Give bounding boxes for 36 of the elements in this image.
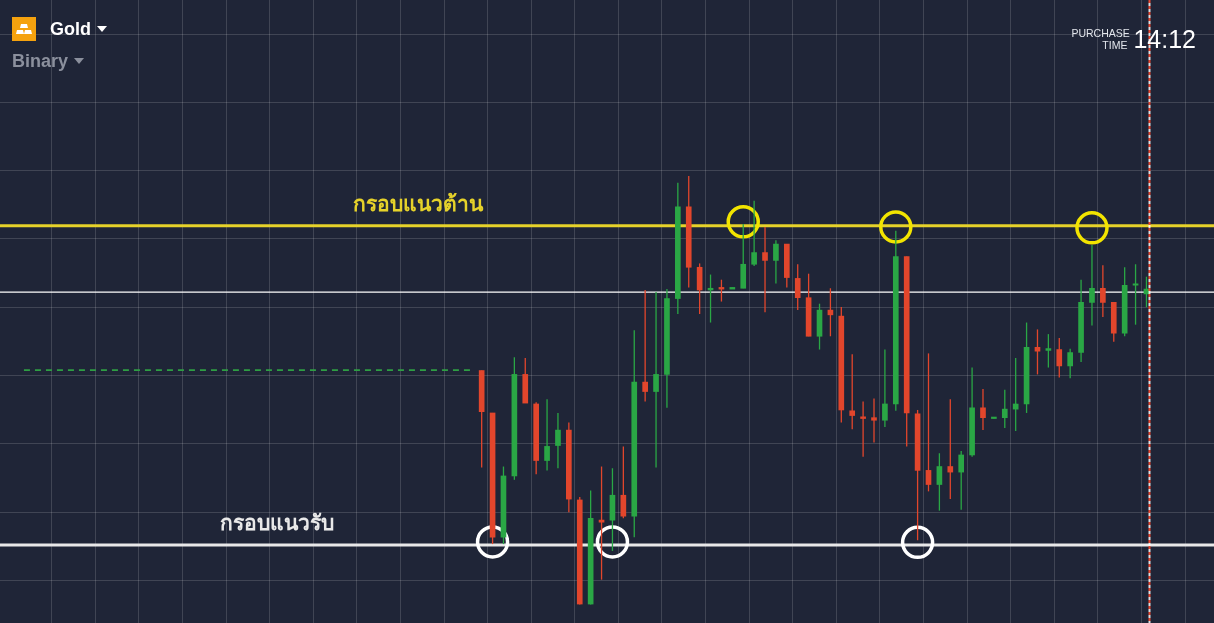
- candlestick: [642, 289, 648, 403]
- chart-subtitle: Binary: [12, 50, 69, 72]
- point: [900, 525, 935, 560]
- candlestick: [849, 353, 856, 430]
- candlestick: [1001, 389, 1008, 429]
- candlestick: [980, 388, 986, 431]
- candlestick: [871, 397, 877, 444]
- point: [1075, 211, 1109, 245]
- candlestick: [762, 226, 768, 313]
- candlestick: [1132, 263, 1139, 326]
- candlestick: [1056, 337, 1063, 379]
- ref-line-label: กรอบแนวต้าน: [352, 191, 484, 216]
- candlestick: [544, 398, 550, 472]
- candlestick: [598, 465, 605, 581]
- candlestick: [947, 398, 954, 500]
- candlestick: [882, 348, 888, 428]
- candlestick: [1034, 328, 1041, 376]
- point: [879, 210, 913, 244]
- candlestick: [653, 291, 659, 469]
- candlestick: [773, 239, 779, 285]
- candlestick: [1067, 348, 1073, 379]
- candlestick: [958, 450, 965, 511]
- candlestick: [1089, 244, 1095, 327]
- text: PURCHASE TIME: [1071, 27, 1130, 51]
- ref-line-label: กรอบแนวรับ: [219, 510, 334, 535]
- candlestick: [936, 452, 943, 512]
- point: [726, 205, 760, 239]
- candlestick: [1045, 333, 1052, 369]
- chart-title: Gold: [50, 18, 91, 41]
- point: [595, 525, 630, 559]
- candlestick: [794, 263, 801, 311]
- candlestick: [751, 200, 757, 267]
- candlestick: [1100, 264, 1106, 318]
- candlestick: [555, 412, 561, 469]
- candlestick: [1012, 357, 1019, 432]
- candlestick: [860, 400, 866, 458]
